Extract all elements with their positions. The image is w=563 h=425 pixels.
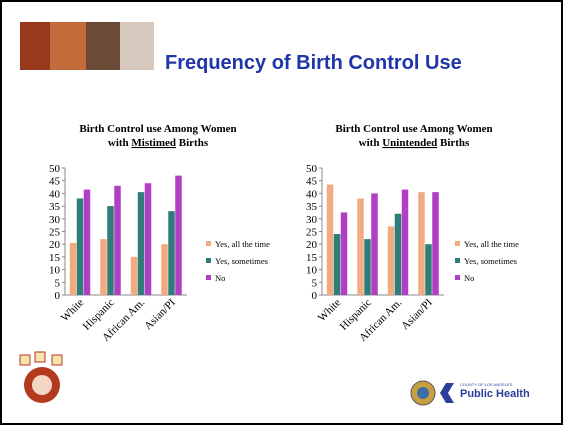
y-tick-label: 0 — [55, 290, 61, 302]
y-tick-label: 0 — [312, 290, 318, 302]
slide-title: Frequency of Birth Control Use — [165, 52, 462, 74]
title-part: Births — [437, 137, 470, 149]
bar — [418, 192, 425, 295]
y-tick-label: 10 — [306, 265, 318, 277]
slide: Frequency of Birth Control Use COUNTY OF… — [0, 0, 563, 425]
y-tick-label: 20 — [306, 239, 318, 251]
bar — [84, 190, 91, 295]
bar — [395, 214, 402, 295]
legend-swatch — [206, 258, 211, 263]
y-tick-label: 30 — [49, 214, 61, 226]
y-tick-label: 10 — [49, 265, 61, 277]
legend-swatch — [206, 275, 211, 280]
y-tick-label: 25 — [49, 227, 61, 239]
title-part: with — [359, 137, 383, 149]
y-tick-label: 35 — [306, 201, 318, 213]
bar — [138, 192, 145, 295]
y-tick-label: 5 — [55, 277, 61, 289]
y-tick-label: 15 — [49, 252, 61, 264]
y-tick-label: 50 — [49, 163, 61, 175]
bar — [145, 183, 152, 295]
legend-swatch — [455, 275, 460, 280]
title-underlined: Mistimed — [131, 137, 176, 149]
title-part: Births — [176, 137, 209, 149]
chart-title: Birth Control use Among Women — [335, 123, 492, 135]
bar — [425, 244, 432, 295]
legend-label: Yes, sometimes — [215, 256, 268, 266]
bar — [77, 198, 84, 295]
bar — [131, 257, 138, 295]
chart-title: with Mistimed Births — [108, 137, 209, 149]
bar — [175, 176, 182, 295]
chart-title: with Unintended Births — [359, 137, 470, 149]
bar — [70, 243, 77, 295]
bar — [114, 186, 121, 295]
title-underlined: Unintended — [382, 137, 437, 149]
legend-label: No — [215, 273, 225, 283]
legend-label: No — [464, 273, 474, 283]
legend-label: Yes, sometimes — [464, 256, 517, 266]
y-tick-label: 45 — [49, 176, 61, 188]
y-tick-label: 50 — [306, 163, 318, 175]
page: {"slide": {"title": "Frequency of Birth … — [0, 0, 563, 425]
legend-swatch — [455, 258, 460, 263]
county-seal — [411, 381, 435, 405]
bar — [402, 190, 409, 295]
bar — [432, 192, 439, 295]
bar — [341, 212, 348, 295]
chart-title: Birth Control use Among Women — [79, 123, 236, 135]
legend-swatch — [455, 241, 460, 246]
y-tick-label: 20 — [49, 239, 61, 251]
bar — [161, 244, 168, 295]
y-tick-label: 40 — [49, 188, 61, 200]
legend-swatch — [206, 241, 211, 246]
y-tick-label: 25 — [306, 227, 318, 239]
bar — [388, 226, 395, 295]
bar — [357, 198, 364, 295]
bar — [168, 211, 175, 295]
logo-text: Public Health — [460, 388, 530, 400]
bar — [334, 234, 341, 295]
y-tick-label: 15 — [306, 252, 318, 264]
y-tick-label: 40 — [306, 188, 318, 200]
bar — [327, 185, 334, 295]
y-tick-label: 35 — [49, 201, 61, 213]
y-tick-label: 45 — [306, 176, 318, 188]
bar — [100, 239, 107, 295]
bar — [107, 206, 114, 295]
bar — [371, 193, 378, 295]
title-part: with — [108, 137, 132, 149]
legend-label: Yes, all the time — [464, 239, 519, 249]
logo-subtext: COUNTY OF LOS ANGELES — [460, 382, 513, 387]
bar — [364, 239, 371, 295]
legend-label: Yes, all the time — [215, 239, 270, 249]
header-photos — [20, 22, 154, 70]
y-tick-label: 5 — [312, 277, 318, 289]
y-tick-label: 30 — [306, 214, 318, 226]
